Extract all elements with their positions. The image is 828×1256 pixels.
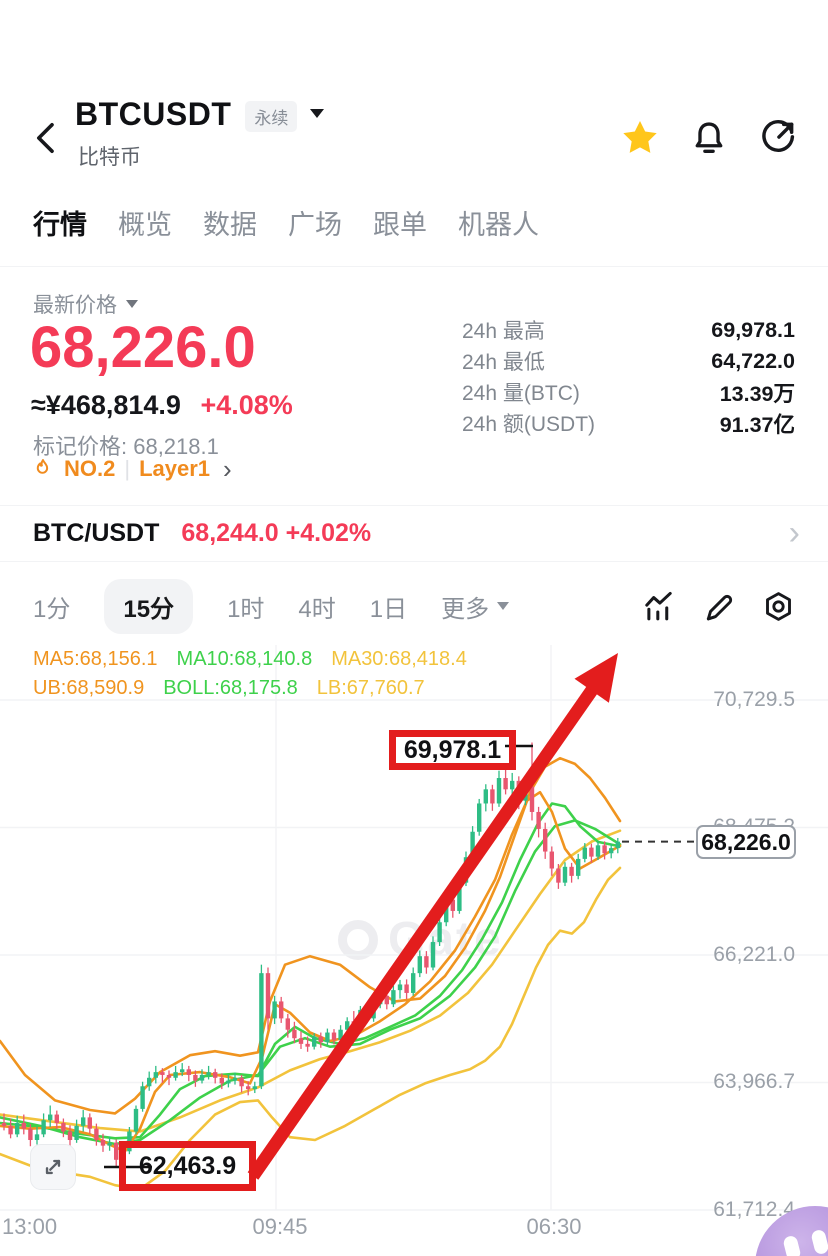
x-axis-label: 09:45	[252, 1214, 308, 1239]
alert-button[interactable]	[689, 118, 729, 158]
y-axis-label: 70,729.5	[713, 688, 795, 711]
stat-label: 24h 量(BTC)	[462, 382, 580, 405]
ma10-value: MA10:68,140.8	[176, 648, 313, 670]
latest-price-label: 最新价格	[33, 294, 117, 317]
indicator-icon[interactable]	[642, 590, 675, 623]
stat-value: 91.37亿	[719, 412, 795, 437]
stat-value: 69,978.1	[711, 317, 795, 342]
share-button[interactable]	[758, 118, 798, 158]
stat-value: 13.39万	[719, 381, 795, 406]
stat-row-volume: 24h 量(BTC) 13.39万	[462, 379, 795, 406]
tab-bots[interactable]: 机器人	[458, 210, 539, 240]
annotation-low-box: 62,463.9	[119, 1141, 256, 1191]
back-button[interactable]	[24, 116, 68, 160]
divider	[0, 505, 828, 506]
timeframe-bar: 1分 15分 1时 4时 1日 更多	[33, 575, 795, 637]
nav-tabs: 行情 概览 数据 广场 跟单 机器人	[33, 203, 539, 242]
tab-overview[interactable]: 概览	[118, 210, 172, 240]
ub-value: UB:68,590.9	[33, 677, 145, 699]
boll-value: BOLL:68,175.8	[163, 677, 298, 699]
current-price-tag: 68,226.0	[696, 825, 796, 859]
mascot-eye	[782, 1234, 802, 1256]
y-axis-label: 66,221.0	[713, 943, 795, 966]
indicator-legend-boll: UB:68,590.9 BOLL:68,175.8 LB:67,760.7	[33, 677, 793, 700]
mark-price: 标记价格: 68,218.1	[33, 434, 219, 459]
fiat-row: ≈¥468,814.9 +4.08%	[31, 390, 293, 421]
watermark-text: Gate	[388, 913, 503, 966]
stats-24h: 24h 最高 69,978.1 24h 最低 64,722.0 24h 量(BT…	[462, 317, 795, 441]
stat-label: 24h 最高	[462, 320, 545, 343]
expand-icon	[45, 1159, 61, 1175]
chevron-down-icon	[126, 300, 138, 308]
lb-value: LB:67,760.7	[316, 677, 425, 699]
fullscreen-button[interactable]	[30, 1144, 76, 1190]
rank-tag-link[interactable]: NO.2 | Layer1 ›	[31, 456, 232, 482]
indicator-legend-ma: MA5:68,156.1 MA10:68,140.8 MA30:68,418.4	[33, 648, 793, 671]
sector-tag: Layer1	[139, 456, 211, 481]
timeframe-more[interactable]: 更多	[441, 589, 510, 624]
favorite-button[interactable]	[620, 118, 660, 158]
mascot-eye	[810, 1228, 828, 1256]
gate-logo-icon	[338, 919, 378, 960]
chevron-right-icon: ›	[223, 454, 232, 484]
timeframe-4h[interactable]: 4时	[298, 595, 336, 623]
tab-market[interactable]: 行情	[33, 210, 87, 240]
timeframe-1h[interactable]: 1时	[227, 595, 265, 623]
x-axis-label: 13:00	[2, 1214, 58, 1239]
stat-row-turnover: 24h 额(USDT) 91.37亿	[462, 410, 795, 437]
watermark: Gate	[338, 912, 503, 967]
spot-pair-row[interactable]: BTC/USDT 68,244.0 +4.02% ›	[0, 506, 828, 560]
tab-data[interactable]: 数据	[203, 210, 257, 240]
tab-square[interactable]: 广场	[288, 210, 342, 240]
divider	[0, 266, 828, 267]
timeframe-15m[interactable]: 15分	[104, 578, 194, 634]
fiat-value: ≈¥468,814.9	[31, 390, 181, 420]
share-icon	[762, 120, 795, 152]
tab-copy-trading[interactable]: 跟单	[373, 210, 427, 240]
symbol-title: BTCUSDT	[75, 96, 232, 132]
spot-price: 68,244.0 +4.02%	[181, 518, 372, 547]
stat-label: 24h 额(USDT)	[462, 413, 596, 436]
latest-price-selector[interactable]: 最新价格	[33, 289, 138, 319]
stat-value: 64,722.0	[711, 348, 795, 373]
stat-row-high: 24h 最高 69,978.1	[462, 317, 795, 344]
star-icon	[623, 121, 657, 153]
chevron-down-icon	[497, 602, 510, 610]
timeframe-1m[interactable]: 1分	[33, 595, 71, 623]
ma30-value: MA30:68,418.4	[331, 648, 467, 670]
annotation-high-box: 69,978.1	[389, 730, 516, 770]
rank-label: NO.2	[64, 456, 116, 481]
x-axis-label: 06:30	[526, 1214, 582, 1239]
last-price: 68,226.0	[30, 315, 256, 380]
symbol-subtitle: 比特币	[78, 146, 141, 169]
y-axis-label: 61,712.4	[713, 1198, 795, 1221]
stat-label: 24h 最低	[462, 351, 545, 374]
symbol-dropdown-icon[interactable]	[310, 109, 325, 118]
ma5-value: MA5:68,156.1	[33, 648, 158, 670]
change-percent: +4.08%	[200, 390, 293, 420]
flame-icon	[36, 459, 49, 474]
bell-icon	[695, 122, 723, 153]
separator: |	[124, 456, 131, 481]
chart-settings-icon[interactable]	[762, 590, 795, 623]
chevron-right-icon: ›	[788, 513, 800, 552]
contract-type-badge: 永续	[245, 101, 298, 132]
back-chevron-icon	[37, 123, 54, 153]
timeframe-1d[interactable]: 1日	[369, 595, 408, 623]
divider	[0, 561, 828, 562]
spot-pair-label: BTC/USDT	[33, 518, 160, 547]
draw-icon[interactable]	[702, 590, 735, 623]
y-axis-label: 63,966.7	[713, 1070, 795, 1093]
stat-row-low: 24h 最低 64,722.0	[462, 348, 795, 375]
